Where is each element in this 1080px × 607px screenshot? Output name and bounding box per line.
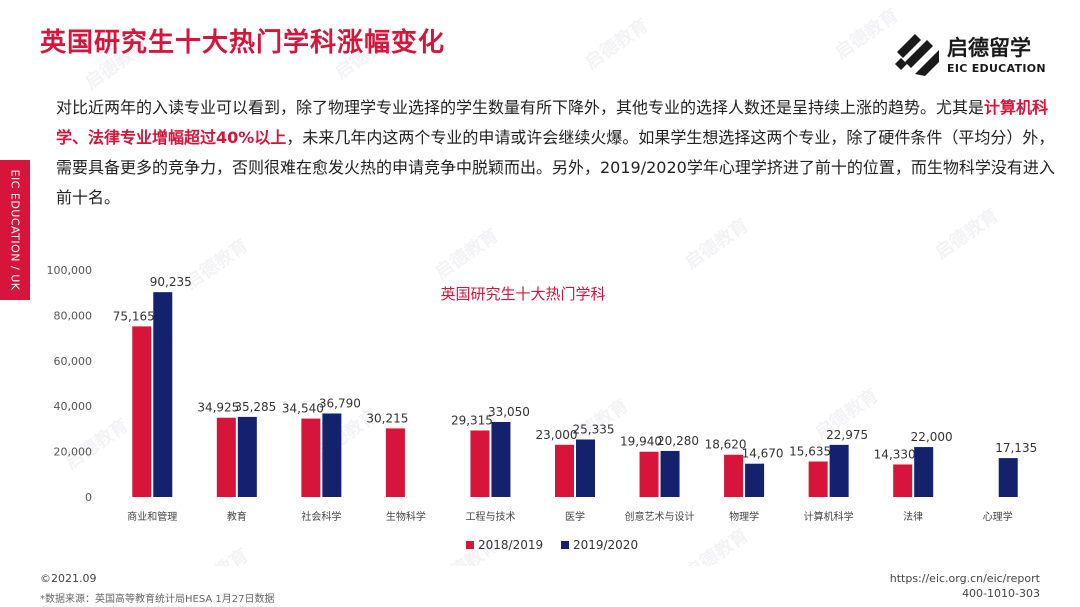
data-label: 30,215 (366, 411, 408, 425)
legend-swatch-2019 (560, 541, 569, 549)
bar-2018 (555, 444, 574, 497)
data-label: 23,000 (536, 428, 578, 442)
bar-2018 (301, 418, 321, 497)
x-tick-label: 物理学 (729, 510, 759, 523)
data-label: 36,790 (319, 396, 361, 410)
x-tick-label: 创意艺术与设计 (625, 510, 695, 523)
bar-2018 (470, 430, 490, 497)
bar-chart: 英国研究生十大热门学科 0 20,000 40,000 60,000 80,000 100,… (47, 264, 1038, 523)
y-tick-label: 20,000 (54, 446, 93, 459)
bar-2018 (724, 454, 744, 497)
brand-logo: 启德留学 EIC EDUCATION (893, 30, 1063, 80)
bar-2019 (491, 421, 511, 497)
intro-paragraph: 对比近两年的入读专业可以看到，除了物理学专业选择的学生数量有所下降外，其他专业的… (56, 93, 1056, 213)
bar-2018 (216, 417, 236, 497)
bar-2019 (829, 444, 849, 497)
y-tick-label: 40,000 (54, 400, 93, 413)
x-tick-label: 教育 (227, 510, 247, 523)
x-tick-label: 生物科学 (386, 510, 426, 523)
bar-2018 (808, 461, 828, 497)
data-label: 14,330 (874, 447, 916, 461)
page-title: 英国研究生十大热门学科涨幅变化 (40, 28, 446, 58)
bar-2019 (576, 439, 595, 497)
legend-item-2018: 2018/2019 (466, 538, 543, 552)
data-label: 29,315 (451, 413, 493, 427)
footer-date: ©2021.09 (40, 572, 97, 585)
data-label: 15,635 (789, 445, 831, 459)
data-label: 17,135 (995, 441, 1037, 455)
data-label: 34,925 (197, 401, 239, 415)
chart-title: 英国研究生十大热门学科 (440, 285, 605, 303)
data-label: 19,940 (620, 435, 662, 449)
paragraph-part2: ，未来几年内这两个专业的申请或许会继续火爆。如果学生想选择这两个专业，除了硬件条… (56, 128, 1055, 207)
data-label: 22,975 (826, 428, 868, 442)
data-label: 90,235 (150, 275, 192, 289)
eic-logo-icon (895, 34, 939, 76)
logo-text-en: EIC EDUCATION (947, 62, 1046, 75)
bar-2018 (385, 428, 405, 497)
data-label: 34,540 (282, 402, 324, 416)
x-tick-label: 社会科学 (301, 510, 341, 523)
x-tick-label: 心理学 (983, 510, 1013, 523)
x-tick-label: 计算机科学 (804, 510, 854, 523)
legend-item-2019: 2019/2020 (560, 538, 639, 552)
watermark-text: 启德教育 (831, 4, 903, 64)
y-tick-label: 60,000 (54, 355, 93, 368)
data-label: 33,050 (488, 405, 530, 419)
bar-2019 (914, 447, 934, 497)
bar-2019 (322, 413, 342, 497)
watermark-text: 启德教育 (581, 14, 653, 74)
chart-legend: 2018/2019 2019/2020 (466, 538, 652, 552)
y-tick-label: 100,000 (47, 264, 93, 277)
x-tick-label: 工程与技术 (465, 510, 515, 523)
legend-swatch-2018 (466, 541, 474, 549)
data-label: 22,000 (911, 430, 953, 444)
bar-2019 (660, 450, 680, 497)
paragraph-part1: 对比近两年的入读专业可以看到，除了物理学专业选择的学生数量有所下降外，其他专业的… (56, 98, 985, 117)
x-tick-label: 医学 (565, 510, 585, 523)
y-tick-label: 0 (85, 491, 92, 504)
bar-2018 (639, 451, 659, 497)
data-label: 35,285 (234, 400, 276, 414)
legend-label-2018: 2018/2019 (478, 538, 544, 552)
bar-2018 (132, 326, 152, 497)
x-tick-label: 法律 (903, 510, 923, 523)
logo-text-cn: 启德留学 (947, 36, 1031, 60)
data-label: 18,620 (705, 438, 747, 452)
bar-2019 (745, 463, 765, 497)
data-label: 20,280 (657, 434, 699, 448)
bar-2019 (153, 292, 173, 497)
data-label: 14,670 (742, 447, 784, 461)
data-label: 25,335 (573, 422, 615, 436)
paragraph-highlight: 计算机科学、法律专业增幅超过40%以上 (56, 98, 1049, 147)
bar-2018 (893, 464, 913, 497)
x-tick-label: 商业和管理 (127, 510, 177, 523)
side-tab: EIC EDUCATION / UK (0, 160, 30, 300)
footer-source: *数据来源：英国高等教育统计局HESA 1月27日数据 (40, 594, 275, 605)
bar-2019 (237, 416, 257, 497)
y-tick-label: 80,000 (54, 309, 93, 322)
footer (0, 566, 1080, 607)
bar-2019 (998, 458, 1018, 497)
legend-label-2019: 2019/2020 (572, 538, 639, 552)
footer-url[interactable]: https://eic.org.cn/eic/report (889, 572, 1040, 585)
data-label: 75,165 (113, 309, 155, 323)
footer-phone: 400-1010-303 (962, 587, 1040, 600)
